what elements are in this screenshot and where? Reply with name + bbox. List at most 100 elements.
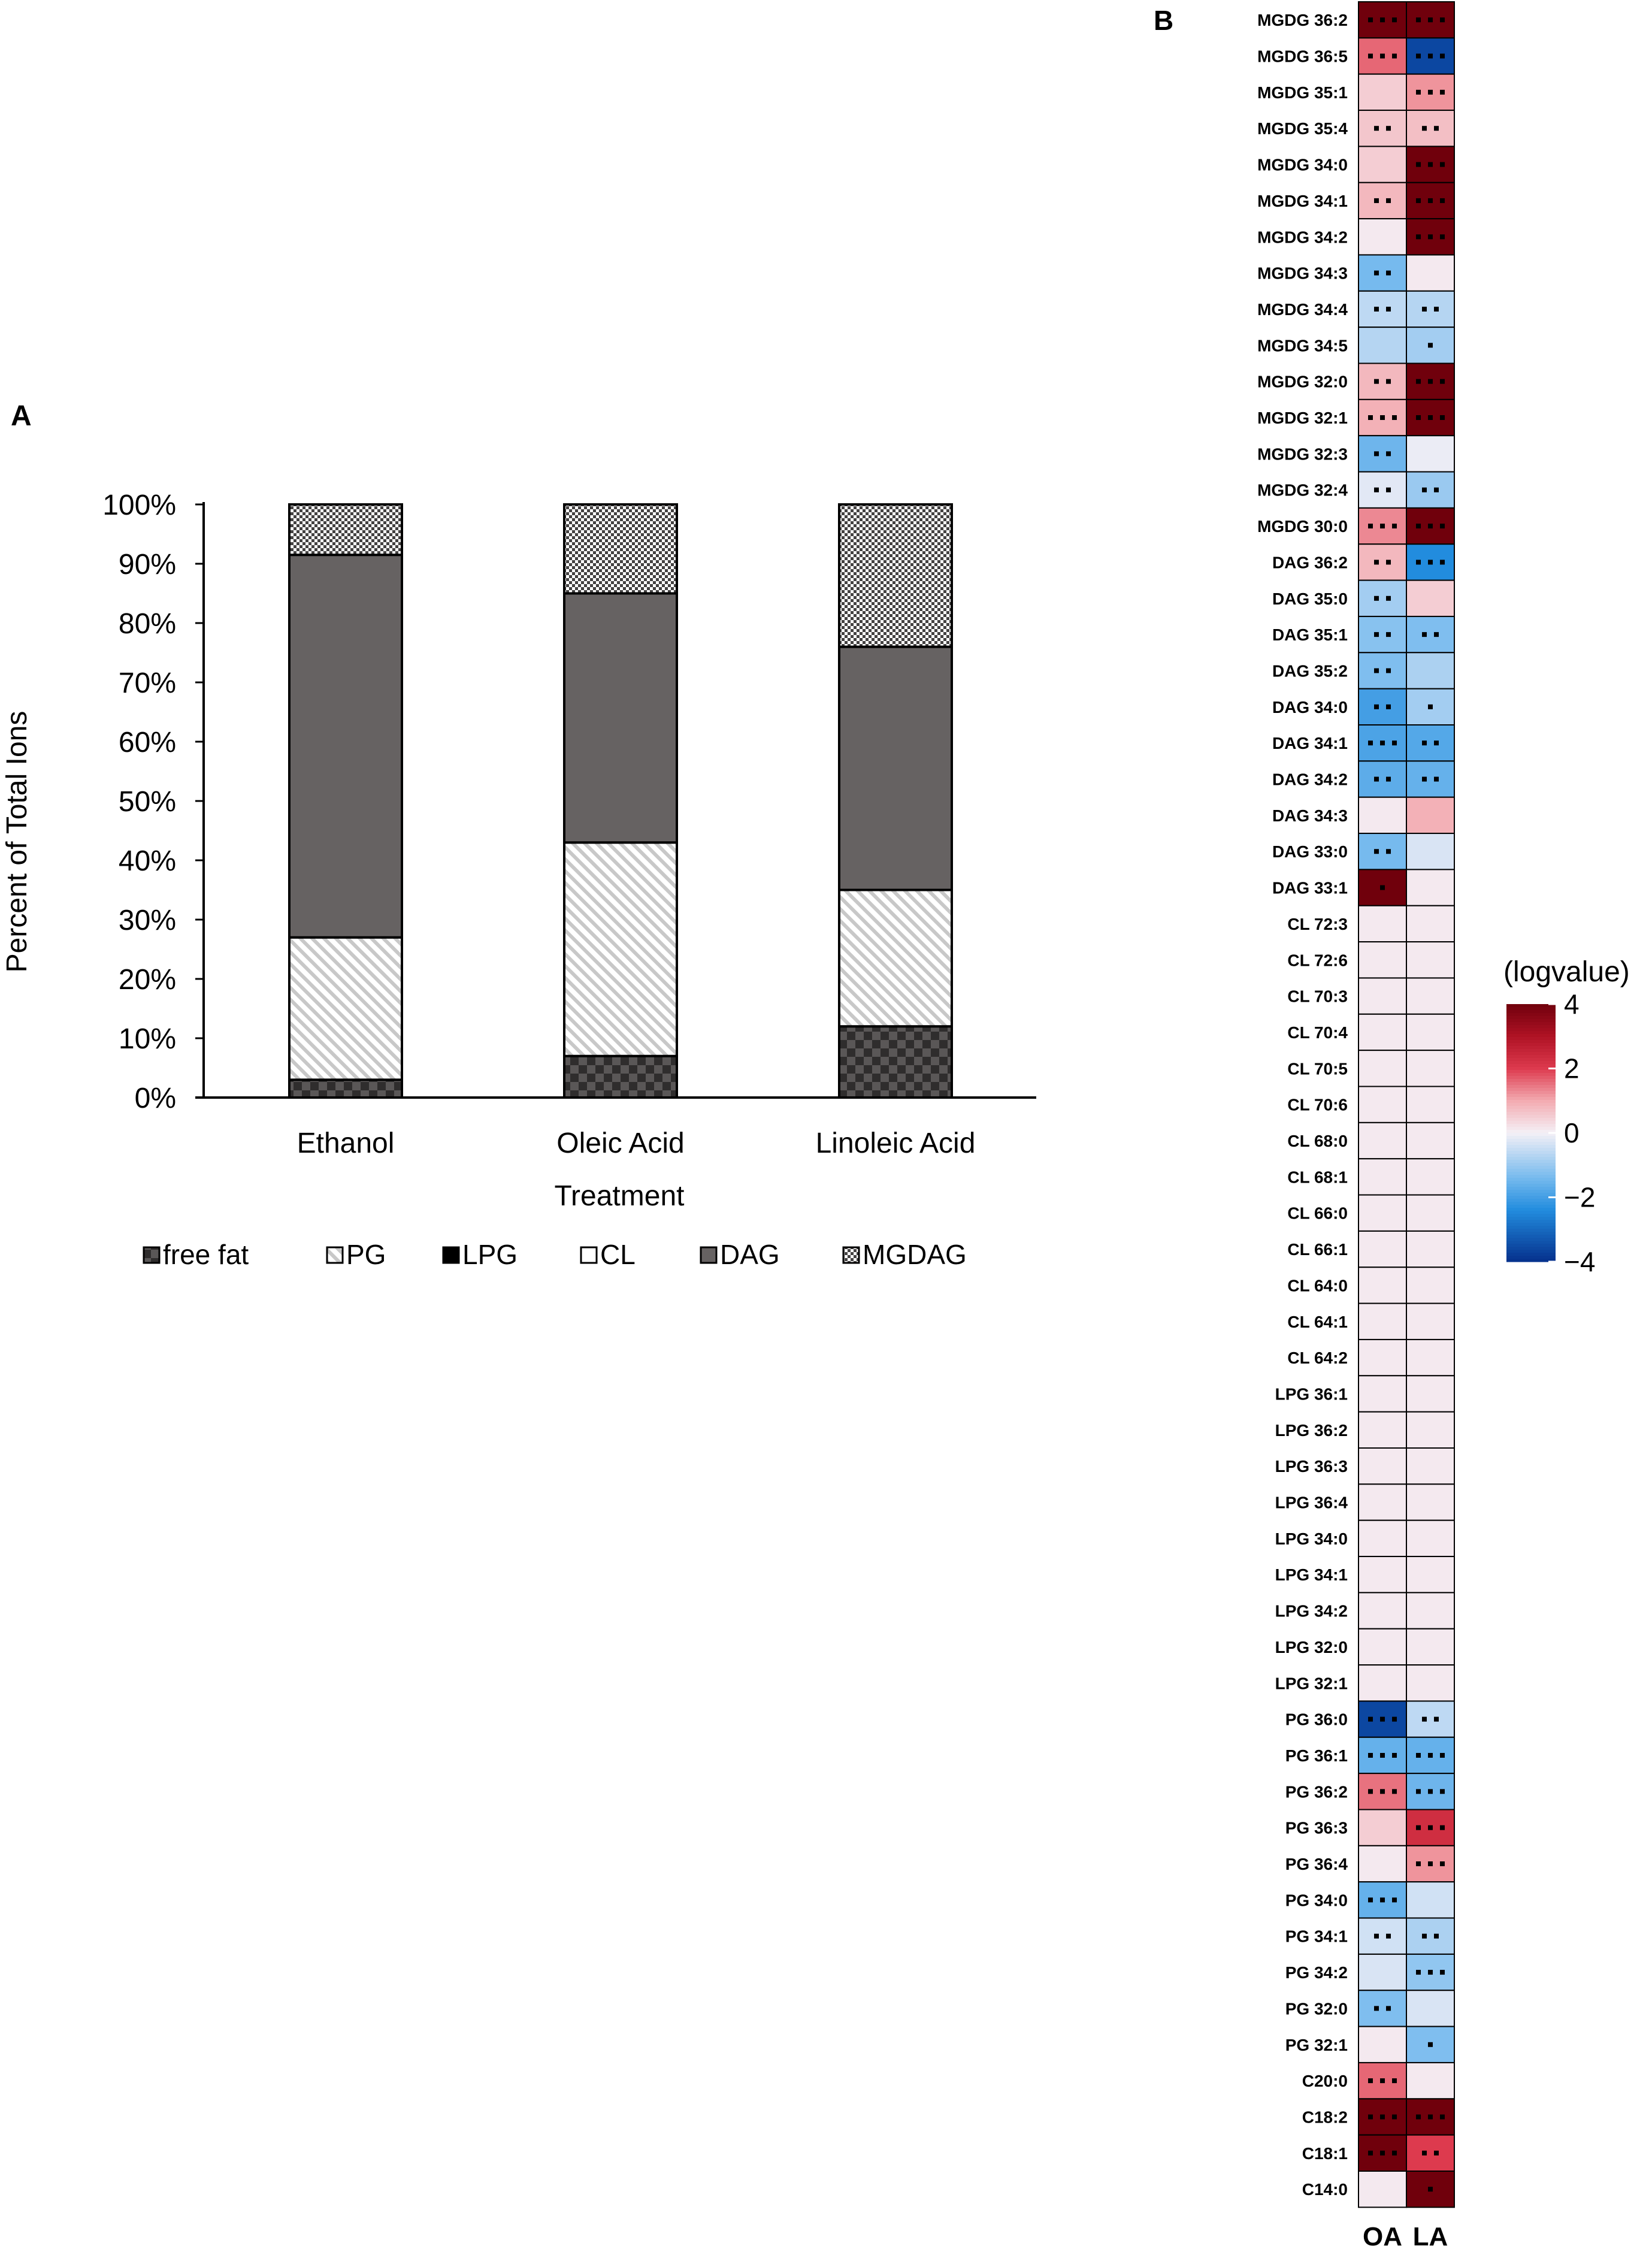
colorbar-segment	[1506, 1238, 1556, 1241]
heatmap-cell	[1358, 218, 1407, 256]
heatmap-cell	[1358, 290, 1407, 328]
colorbar-segment	[1506, 1109, 1556, 1113]
colorbar-segment	[1506, 1058, 1556, 1062]
row-label: DAG 34:2	[1272, 770, 1348, 789]
heatmap-cell	[1406, 615, 1455, 654]
significance-dot	[1386, 704, 1391, 709]
heatmap-cell	[1358, 1845, 1407, 1883]
significance-dot	[1386, 487, 1391, 492]
heatmap-cell	[1406, 796, 1455, 835]
colorbar-segment	[1506, 1133, 1556, 1136]
bar-segment-pg	[288, 936, 403, 1081]
significance-dot	[1380, 524, 1385, 529]
colorbar-segment	[1506, 1184, 1556, 1187]
row-label: PG 36:1	[1285, 1746, 1348, 1765]
colorbar-segment	[1506, 1136, 1556, 1139]
significance-dot	[1440, 2114, 1445, 2120]
colorbar-segment	[1506, 1229, 1556, 1232]
x-axis-title: Treatment	[555, 1180, 685, 1212]
significance-dot	[1380, 2078, 1385, 2084]
significance-dot	[1392, 524, 1397, 529]
colorbar-tick-label: −4	[1564, 1246, 1595, 1277]
significance-dot	[1428, 53, 1433, 59]
colorbar-segment	[1506, 1196, 1556, 1199]
significance-dot	[1428, 1789, 1433, 1794]
significance-dot	[1374, 379, 1379, 384]
row-label: MGDG 32:4	[1257, 481, 1348, 500]
colorbar-segment	[1506, 1142, 1556, 1145]
colorbar-segment	[1506, 1127, 1556, 1130]
colorbar-segment	[1506, 1226, 1556, 1229]
significance-dot	[1374, 451, 1379, 457]
significance-dot	[1416, 198, 1421, 203]
heatmap-cell	[1406, 1338, 1455, 1377]
heatmap-cell	[1358, 1338, 1407, 1377]
heatmap-cell	[1358, 1194, 1407, 1232]
colorbar-segment	[1506, 1034, 1556, 1038]
row-label: MGDG 34:1	[1257, 192, 1348, 210]
colorbar-segment	[1506, 1223, 1556, 1226]
significance-dot	[1392, 1897, 1397, 1903]
colorbar-segment	[1506, 1100, 1556, 1104]
colorbar-segment	[1506, 1202, 1556, 1205]
significance-dot	[1386, 1933, 1391, 1939]
y-tick-label: 10%	[119, 1023, 176, 1055]
x-tick-label: Ethanol	[297, 1127, 395, 1159]
row-label: DAG 35:1	[1272, 625, 1348, 644]
y-tick-label: 90%	[119, 549, 176, 581]
significance-dot	[1416, 1825, 1421, 1830]
significance-dot	[1386, 560, 1391, 565]
heatmap-cell	[1406, 1086, 1455, 1123]
significance-dot	[1374, 776, 1379, 782]
colorbar-segment	[1506, 1025, 1556, 1029]
row-label: CL 64:2	[1287, 1349, 1348, 1367]
heatmap-cell	[1358, 1628, 1407, 1666]
heatmap-cell	[1358, 1556, 1407, 1594]
heatmap-cell	[1406, 1122, 1455, 1160]
colorbar-segment	[1506, 1124, 1556, 1127]
colorbar-segment	[1506, 1241, 1556, 1244]
heatmap-cell	[1358, 1592, 1407, 1630]
bar-stacks	[288, 503, 953, 1099]
heatmap-cell	[1358, 435, 1407, 473]
colorbar-segment	[1506, 1010, 1556, 1014]
significance-dot	[1368, 2150, 1373, 2156]
row-label: C20:0	[1302, 2072, 1348, 2090]
significance-dot	[1422, 1933, 1427, 1939]
heatmap-cell	[1406, 110, 1455, 147]
significance-dot	[1428, 2114, 1433, 2120]
heatmap-cell	[1406, 1990, 1455, 2027]
heatmap-cell	[1406, 1773, 1455, 1810]
significance-dot	[1392, 17, 1397, 23]
bar-segment-dag	[288, 554, 403, 939]
significance-dot	[1416, 2114, 1421, 2120]
significance-dot	[1428, 1752, 1433, 1758]
significance-dot	[1380, 2150, 1385, 2156]
bar-segment-free-fat	[838, 1025, 953, 1099]
heatmap-cell	[1358, 73, 1407, 111]
significance-dot	[1368, 2114, 1373, 2120]
heatmap-cell	[1406, 2061, 1455, 2100]
legend-swatch	[580, 1246, 598, 1264]
row-label: MGDG 34:2	[1257, 228, 1348, 246]
heatmap-cell	[1406, 1266, 1455, 1304]
significance-dot	[1416, 1970, 1421, 1975]
column-label: LA	[1413, 2222, 1448, 2249]
colorbar-segment	[1506, 1094, 1556, 1098]
heatmap-cell	[1406, 833, 1455, 870]
colorbar-segment	[1506, 1157, 1556, 1160]
heatmap-cell	[1406, 1375, 1455, 1413]
colorbar-segment	[1506, 1181, 1556, 1184]
heatmap-cell	[1358, 760, 1407, 798]
colorbar-segment	[1506, 1175, 1556, 1178]
row-label: LPG 34:2	[1275, 1602, 1348, 1621]
row-label: CL 70:6	[1287, 1096, 1348, 1114]
significance-dot	[1440, 89, 1445, 95]
row-label: CL 70:4	[1287, 1023, 1348, 1042]
colorbar-segment	[1506, 1088, 1556, 1092]
colorbar-segment	[1506, 1232, 1556, 1235]
y-tick-label: 20%	[119, 964, 176, 996]
row-label: C18:1	[1302, 2144, 1348, 2163]
significance-dot	[1386, 668, 1391, 673]
heatmap-cell	[1406, 1628, 1455, 1666]
